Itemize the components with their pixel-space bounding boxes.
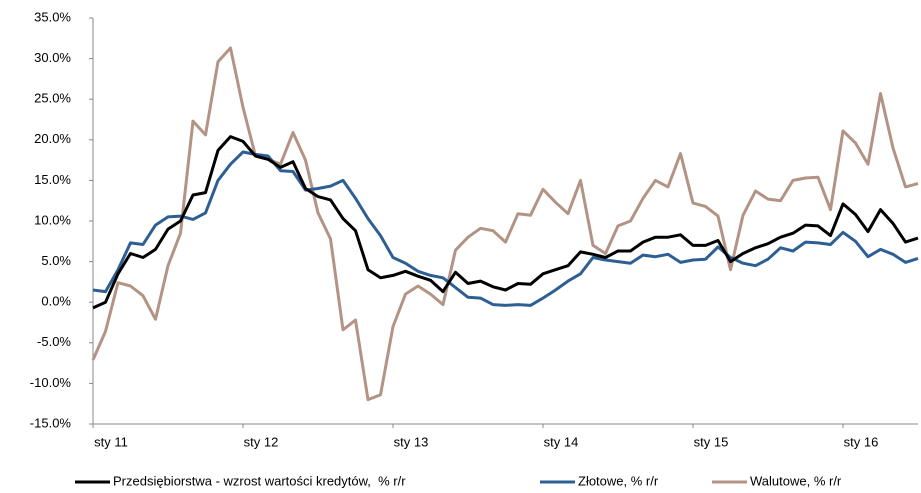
y-tick-label: 35.0% bbox=[34, 9, 71, 24]
y-tick-label: 5.0% bbox=[41, 253, 71, 268]
legend-label: Przedsiębiorstwa - wzrost wartości kredy… bbox=[113, 473, 406, 488]
series-line bbox=[91, 46, 919, 402]
x-tick-label: sty 11 bbox=[94, 434, 128, 449]
legend-label: Złotowe, % r/r bbox=[578, 473, 659, 488]
series-line bbox=[92, 150, 919, 307]
x-tick-label: sty 15 bbox=[694, 434, 729, 449]
x-tick-label: sty 13 bbox=[394, 434, 429, 449]
y-tick-label: 0.0% bbox=[41, 294, 71, 309]
y-tick-label: -15.0% bbox=[30, 415, 72, 430]
x-tick-label: sty 14 bbox=[544, 434, 579, 449]
x-tick-label: sty 16 bbox=[844, 434, 879, 449]
y-tick-label: 15.0% bbox=[34, 172, 71, 187]
series-line bbox=[92, 135, 919, 310]
legend-label: Walutowe, % r/r bbox=[750, 473, 842, 488]
y-tick-label: -5.0% bbox=[37, 334, 71, 349]
y-tick-label: 30.0% bbox=[34, 50, 71, 65]
y-tick-label: 10.0% bbox=[34, 212, 71, 227]
y-tick-label: -10.0% bbox=[30, 375, 72, 390]
y-tick-label: 20.0% bbox=[34, 131, 71, 146]
x-tick-label: sty 12 bbox=[244, 434, 279, 449]
y-tick-label: 25.0% bbox=[34, 91, 71, 106]
